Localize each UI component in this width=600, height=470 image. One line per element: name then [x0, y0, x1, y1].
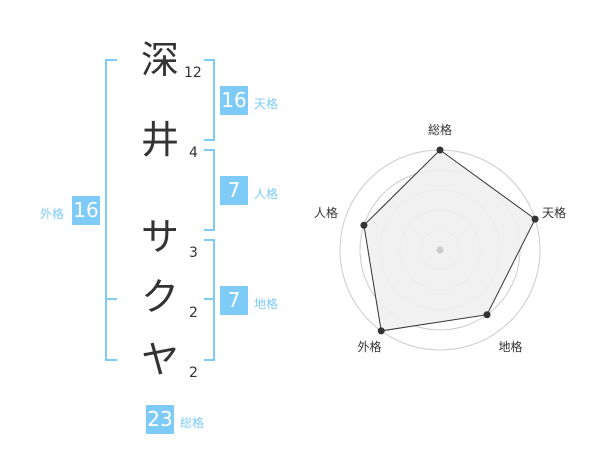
jinkaku-value: 7 — [220, 176, 248, 205]
chikaku-bracket — [204, 239, 215, 361]
jinkaku-label: 人格 — [254, 187, 279, 201]
name-char: 深 — [140, 38, 179, 82]
bracket-tick — [105, 298, 117, 300]
stroke-count: 2 — [189, 305, 198, 321]
tenkaku-label: 天格 — [254, 97, 279, 111]
tenkaku-value: 16 — [220, 86, 248, 115]
radar-area — [363, 149, 536, 332]
tenkaku-bracket — [204, 59, 215, 141]
gaikaku-label: 外格 — [40, 207, 65, 221]
axis-label: 総格 — [428, 122, 452, 137]
center-dot — [436, 246, 444, 254]
bracket-tick — [204, 298, 215, 300]
chikaku-value: 7 — [220, 286, 248, 315]
name-char: ク — [140, 275, 179, 319]
name-char: ヤ — [140, 338, 179, 382]
data-point — [360, 221, 368, 229]
gaikaku-value: 16 — [72, 196, 100, 225]
jinkaku-bracket — [204, 149, 215, 231]
name-char: サ — [140, 215, 179, 259]
axis-label: 天格 — [542, 205, 566, 220]
chikaku-label: 地格 — [254, 297, 279, 311]
data-point — [377, 327, 385, 335]
stroke-count: 2 — [189, 365, 198, 381]
data-point — [531, 215, 539, 223]
stroke-count: 3 — [189, 245, 198, 261]
axis-label: 人格 — [314, 205, 338, 220]
stroke-count: 4 — [189, 145, 198, 161]
soukaku-label: 総格 — [180, 416, 205, 430]
gaikaku-bracket — [105, 59, 117, 361]
data-point — [483, 311, 491, 319]
name-char: 井 — [140, 118, 179, 162]
axis-label: 地格 — [499, 339, 523, 354]
axis-label: 外格 — [357, 339, 381, 354]
data-point — [436, 146, 444, 154]
stroke-count: 12 — [184, 65, 202, 81]
soukaku-value: 23 — [146, 405, 174, 434]
